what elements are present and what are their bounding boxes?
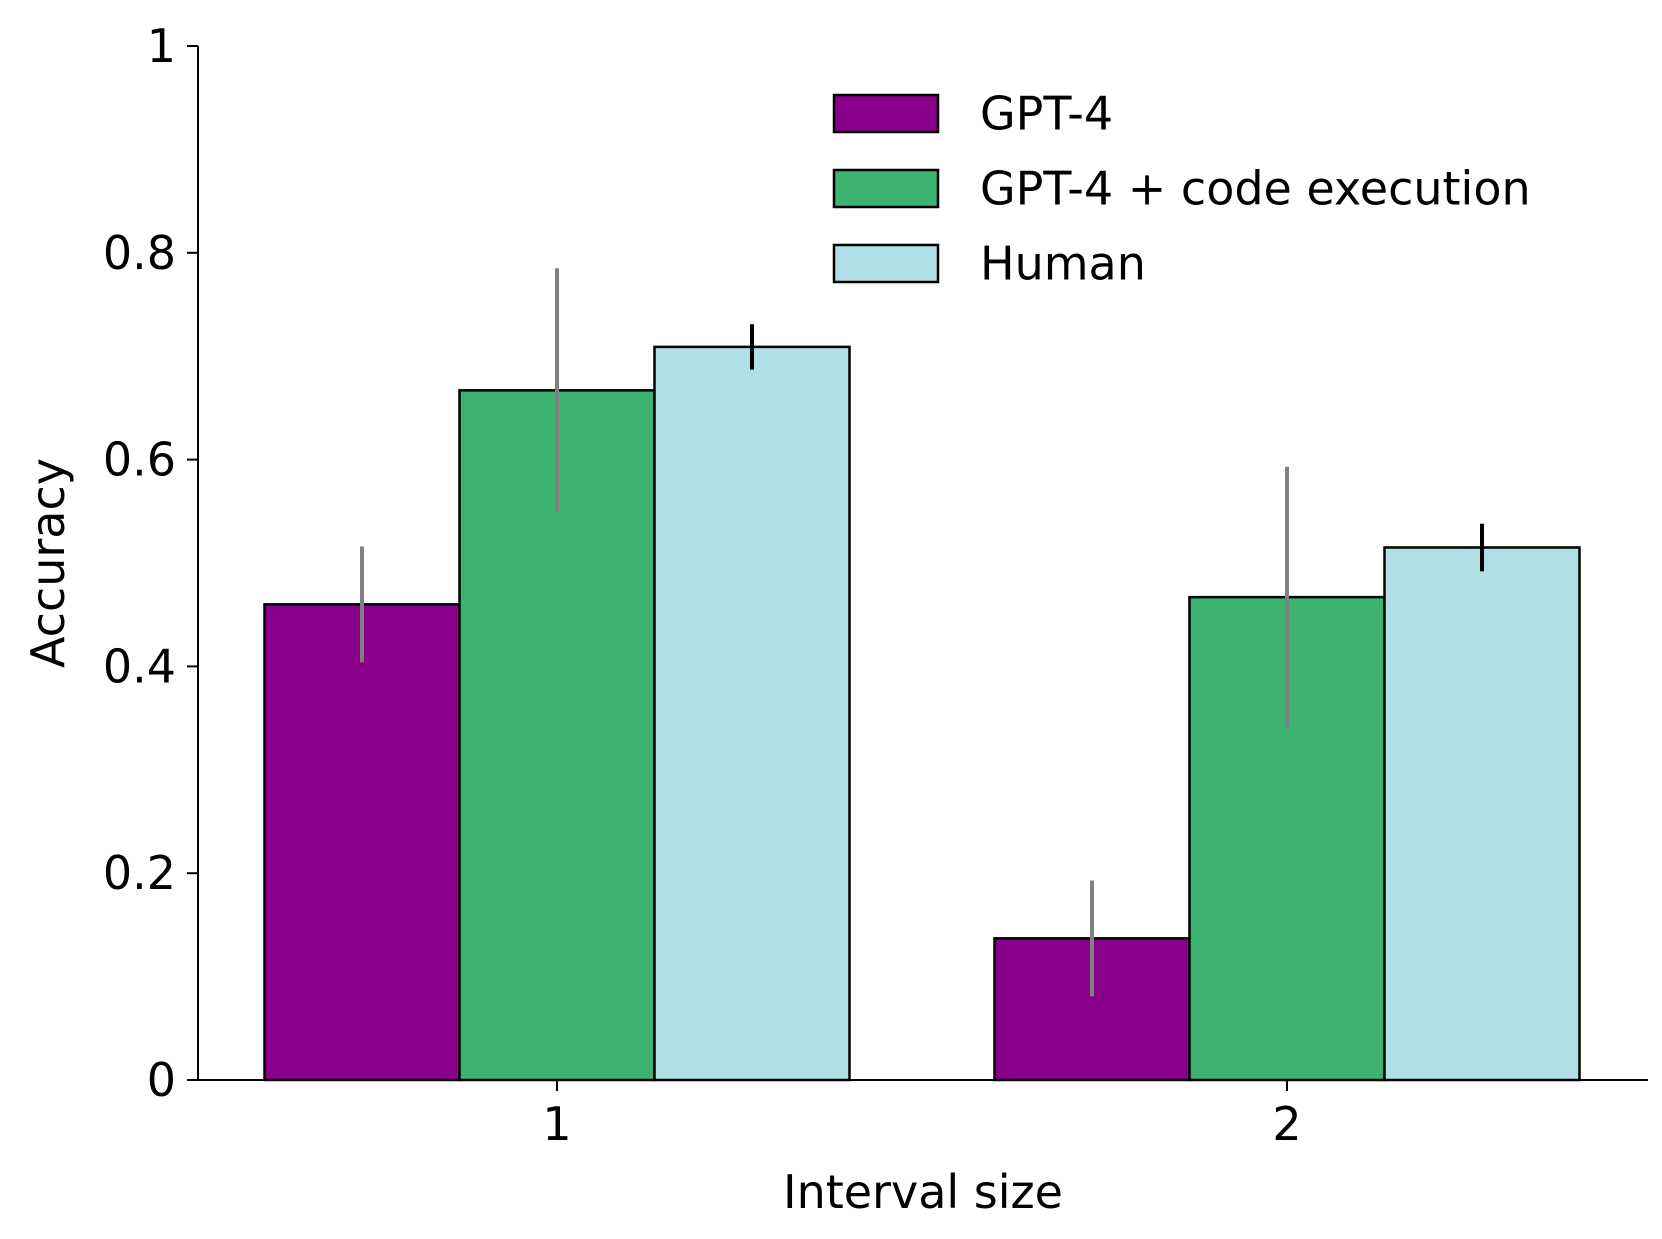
bar xyxy=(263,603,461,1082)
legend-swatch xyxy=(832,168,940,209)
axes-layer xyxy=(197,46,1648,1081)
bar xyxy=(653,345,851,1082)
y-tick-label: 0.4 xyxy=(103,639,176,693)
y-tick-label: 0.2 xyxy=(103,846,176,900)
y-ticks-layer: 0 0.2 0.4 0.6 0.8 1 xyxy=(103,19,198,1107)
x-tick-label: 1 xyxy=(542,1097,571,1151)
y-tick-label: 0.6 xyxy=(103,433,176,487)
bar xyxy=(1383,546,1581,1082)
y-axis-label: Accuracy xyxy=(21,458,75,668)
y-tick-label: 0 xyxy=(147,1053,176,1107)
legend-label: Human xyxy=(980,237,1146,291)
bars-layer xyxy=(263,345,1581,1082)
x-tick-label: 2 xyxy=(1272,1097,1301,1151)
legend-label: GPT-4 xyxy=(980,87,1113,141)
legend: GPT-4 GPT-4 + code execution Human xyxy=(832,87,1531,291)
legend-swatch xyxy=(832,93,940,134)
legend-swatch xyxy=(832,243,940,284)
y-tick-label: 0.8 xyxy=(103,226,176,280)
legend-label: GPT-4 + code execution xyxy=(980,162,1531,216)
y-tick-label: 1 xyxy=(147,19,176,73)
error-bars-layer xyxy=(360,268,1484,997)
x-axis-label: Interval size xyxy=(783,1165,1063,1219)
